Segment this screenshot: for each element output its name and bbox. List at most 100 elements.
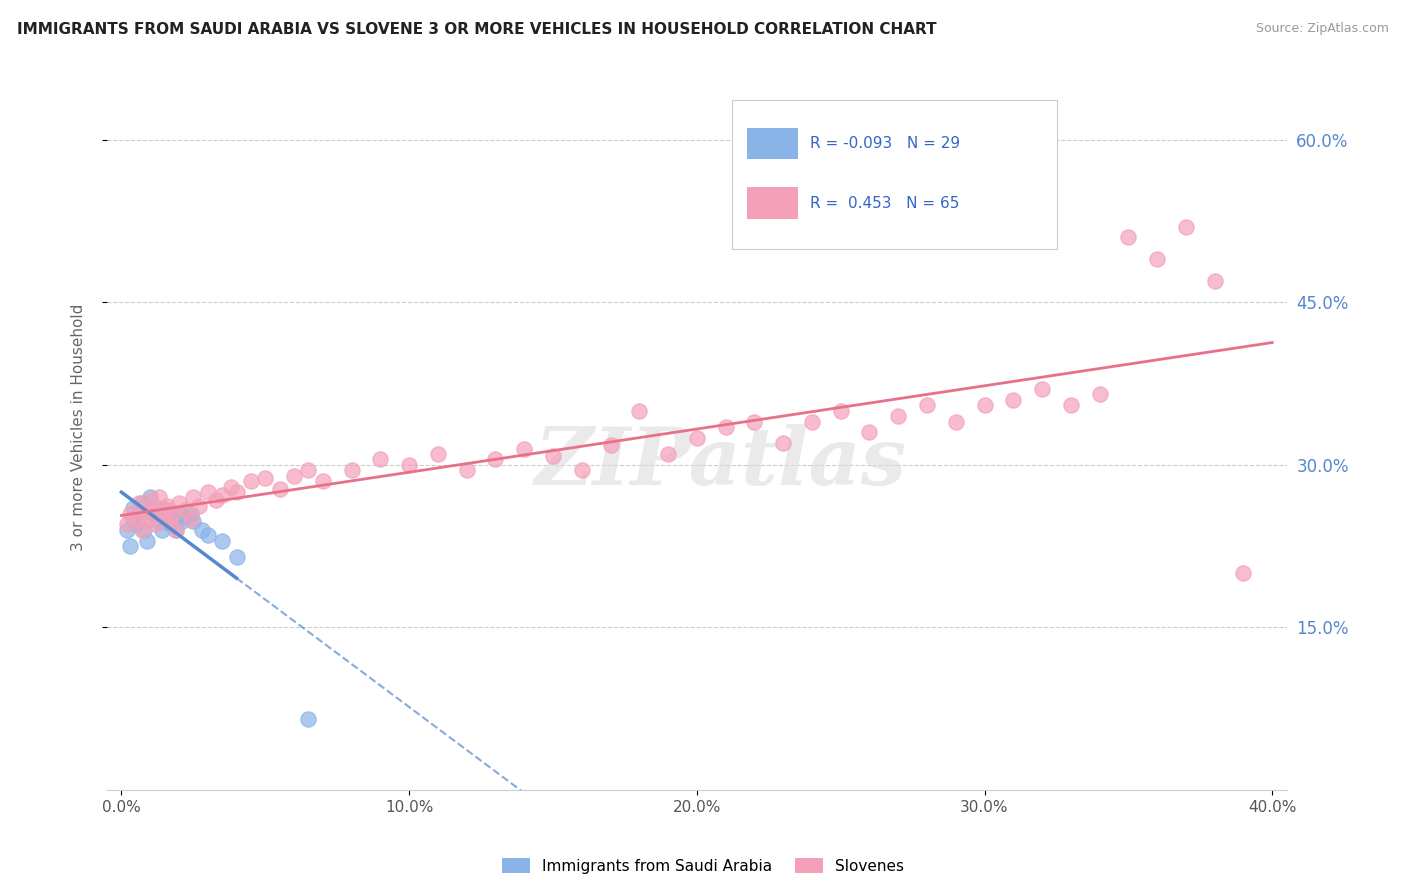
Point <box>139 492 162 507</box>
Point <box>800 415 823 429</box>
Point <box>225 485 247 500</box>
Point <box>191 523 214 537</box>
Point <box>131 523 153 537</box>
Point <box>312 474 335 488</box>
FancyBboxPatch shape <box>733 100 1056 249</box>
Point <box>254 471 277 485</box>
Point <box>145 501 167 516</box>
Point <box>484 452 506 467</box>
Point <box>148 491 170 505</box>
Text: R = -0.093   N = 29: R = -0.093 N = 29 <box>810 136 960 151</box>
Point <box>134 523 156 537</box>
Point <box>1002 392 1025 407</box>
Point <box>1031 382 1053 396</box>
Point <box>173 503 195 517</box>
Point <box>297 713 319 727</box>
Point <box>269 482 291 496</box>
Point <box>159 517 181 532</box>
Point <box>153 509 176 524</box>
Point <box>686 431 709 445</box>
Point <box>398 458 420 472</box>
Point <box>134 507 156 521</box>
Text: R =  0.453   N = 65: R = 0.453 N = 65 <box>810 195 959 211</box>
Point <box>772 436 794 450</box>
Point <box>156 503 179 517</box>
Point <box>599 438 621 452</box>
Point <box>165 523 187 537</box>
Point <box>197 485 219 500</box>
Point <box>183 514 205 528</box>
Point <box>128 496 150 510</box>
Point <box>173 509 195 524</box>
Point <box>162 512 184 526</box>
Point <box>628 403 651 417</box>
FancyBboxPatch shape <box>748 187 797 219</box>
Point <box>139 491 162 505</box>
Point <box>188 499 211 513</box>
Point <box>153 509 176 524</box>
Point <box>197 528 219 542</box>
Point <box>225 549 247 564</box>
Point <box>179 507 201 521</box>
Point <box>159 514 181 528</box>
Point <box>744 415 766 429</box>
Point <box>170 514 193 528</box>
Point <box>973 398 995 412</box>
Point <box>456 463 478 477</box>
Point <box>183 491 205 505</box>
Point <box>1232 566 1254 581</box>
Legend: Immigrants from Saudi Arabia, Slovenes: Immigrants from Saudi Arabia, Slovenes <box>496 852 910 880</box>
Point <box>162 507 184 521</box>
Point <box>370 452 392 467</box>
Text: ZIPatlas: ZIPatlas <box>534 425 907 502</box>
Point <box>150 501 173 516</box>
Point <box>945 415 967 429</box>
Point <box>150 523 173 537</box>
Point <box>858 425 880 440</box>
Point <box>426 447 449 461</box>
FancyBboxPatch shape <box>748 128 797 159</box>
Point <box>915 398 938 412</box>
Point <box>211 533 233 548</box>
Point <box>115 523 138 537</box>
Point <box>657 447 679 461</box>
Point <box>1088 387 1111 401</box>
Point <box>148 514 170 528</box>
Point <box>1204 274 1226 288</box>
Point <box>167 496 190 510</box>
Point <box>165 523 187 537</box>
Point <box>513 442 536 456</box>
Point <box>1060 398 1083 412</box>
Point <box>1118 230 1140 244</box>
Point <box>297 463 319 477</box>
Point <box>830 403 852 417</box>
Point <box>571 463 593 477</box>
Text: Source: ZipAtlas.com: Source: ZipAtlas.com <box>1256 22 1389 36</box>
Point <box>115 517 138 532</box>
Point <box>340 463 363 477</box>
Point <box>122 512 145 526</box>
Point <box>120 507 142 521</box>
Point <box>167 507 190 521</box>
Point <box>120 539 142 553</box>
Point <box>142 507 165 521</box>
Point <box>1146 252 1168 266</box>
Point <box>125 512 148 526</box>
Point <box>136 533 159 548</box>
Point <box>142 503 165 517</box>
Point <box>145 517 167 532</box>
Point <box>131 496 153 510</box>
Point <box>714 420 737 434</box>
Point <box>239 474 262 488</box>
Point <box>125 517 148 532</box>
Point <box>156 499 179 513</box>
Point <box>179 512 201 526</box>
Point <box>205 492 228 507</box>
Y-axis label: 3 or more Vehicles in Household: 3 or more Vehicles in Household <box>72 303 86 550</box>
Point <box>128 507 150 521</box>
Point <box>541 449 564 463</box>
Point <box>211 488 233 502</box>
Point <box>122 501 145 516</box>
Point <box>887 409 910 423</box>
Point <box>1174 219 1197 234</box>
